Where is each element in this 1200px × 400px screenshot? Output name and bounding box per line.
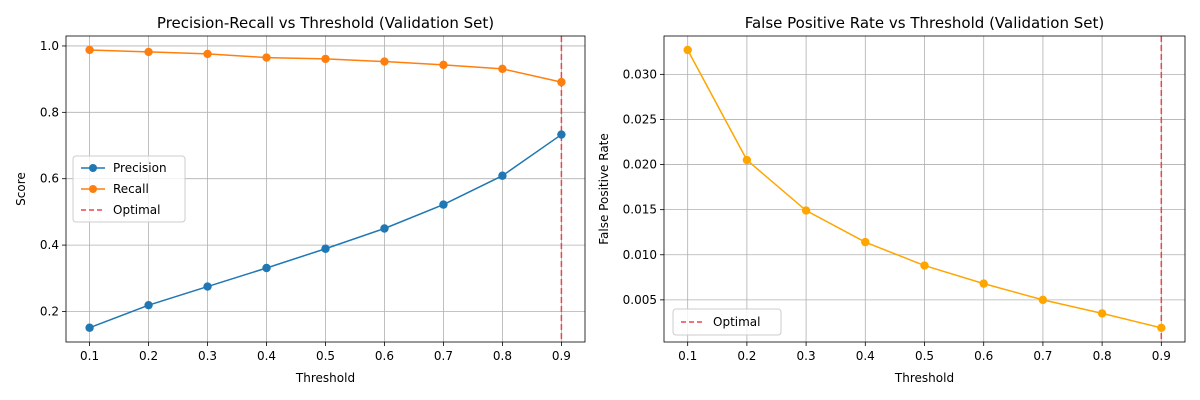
legend-entry-optimal: Optimal <box>681 315 760 329</box>
legend: Precision Recall Optimal <box>72 155 186 223</box>
data-point-precision <box>203 282 212 291</box>
data-point-false-positive-rate <box>920 261 929 270</box>
data-point-false-positive-rate <box>742 155 752 165</box>
y-tick-label: 0.010 <box>623 248 657 262</box>
data-point-false-positive-rate <box>1097 309 1107 318</box>
data-point-recall <box>85 45 94 55</box>
x-tick-label: 0.2 <box>139 349 158 363</box>
chart-title: Precision-Recall vs Threshold (Validatio… <box>157 14 494 32</box>
data-point-recall <box>203 49 212 59</box>
y-tick-label: 0.4 <box>40 238 59 252</box>
y-tick-label: 0.025 <box>623 112 657 126</box>
y-axis-ticks: 0.2 0.4 0.6 0.8 1.0 <box>40 39 66 318</box>
legend-swatch-marker <box>89 185 97 193</box>
x-tick-label: 0.8 <box>493 349 512 363</box>
chart-title: False Positive Rate vs Threshold (Valida… <box>745 14 1105 32</box>
data-point-false-positive-rate <box>683 45 692 55</box>
x-axis-label: Threshold <box>295 371 355 385</box>
data-point-precision <box>439 200 448 209</box>
x-tick-label: 0.2 <box>737 349 756 363</box>
data-point-false-positive-rate <box>861 237 870 247</box>
y-tick-label: 0.020 <box>623 158 657 172</box>
data-point-recall <box>321 54 330 64</box>
x-tick-label: 0.3 <box>198 349 217 363</box>
data-point-precision <box>85 323 94 332</box>
x-tick-label: 0.7 <box>434 349 453 363</box>
data-point-precision <box>144 300 153 310</box>
data-point-recall <box>380 57 389 66</box>
data-point-false-positive-rate <box>979 279 988 288</box>
legend-label: Optimal <box>713 315 760 329</box>
x-tick-label: 0.6 <box>375 349 394 363</box>
legend-entry-recall: Recall <box>81 182 149 196</box>
data-point-recall <box>144 47 153 57</box>
legend-swatch-marker <box>89 164 97 172</box>
data-point-precision <box>321 244 330 253</box>
y-tick-label: 0.2 <box>40 304 59 318</box>
grid <box>664 36 1185 342</box>
data-point-recall <box>557 77 566 87</box>
x-axis-ticks: 0.1 0.2 0.3 0.4 0.5 0.6 0.7 0.8 0.9 <box>80 342 571 363</box>
y-axis-label: False Positive Rate <box>597 133 611 245</box>
x-tick-label: 0.5 <box>316 349 335 363</box>
legend-box <box>672 308 782 336</box>
y-tick-label: 0.015 <box>623 203 657 217</box>
x-tick-label: 0.7 <box>1033 349 1052 363</box>
data-point-recall <box>439 60 448 70</box>
legend-label: Precision <box>113 161 167 175</box>
series-group <box>683 45 1166 333</box>
x-tick-label: 0.4 <box>257 349 276 363</box>
x-axis-label: Threshold <box>894 371 954 385</box>
data-point-precision <box>262 263 271 273</box>
x-tick-label: 0.1 <box>80 349 99 363</box>
legend-entry-optimal: Optimal <box>81 203 160 217</box>
y-tick-label: 1.0 <box>40 39 59 53</box>
data-point-false-positive-rate <box>1157 323 1166 333</box>
data-point-false-positive-rate <box>801 206 811 215</box>
x-tick-label: 0.8 <box>1093 349 1112 363</box>
data-point-false-positive-rate <box>1038 295 1048 305</box>
legend-box <box>72 155 186 223</box>
data-point-recall <box>262 53 271 62</box>
false-positive-rate-chart: 0.1 0.2 0.3 0.4 0.5 0.6 0.7 0.8 0.9 0.0050.0100.… <box>597 14 1186 385</box>
y-axis-label: Score <box>14 172 28 206</box>
x-tick-label: 0.1 <box>678 349 697 363</box>
legend-label: Recall <box>113 182 149 196</box>
legend-label: Optimal <box>113 203 160 217</box>
data-point-precision <box>380 224 389 233</box>
x-tick-label: 0.4 <box>856 349 875 363</box>
x-axis-ticks: 0.1 0.2 0.3 0.4 0.5 0.6 0.7 0.8 0.9 <box>678 342 1171 363</box>
legend: Optimal <box>672 308 782 336</box>
data-point-precision <box>557 130 566 139</box>
precision-recall-chart: 0.1 0.2 0.3 0.4 0.5 0.6 0.7 0.8 0.9 0.2 0.4 0.6 0.8… <box>14 14 586 385</box>
data-point-precision <box>498 171 507 180</box>
data-point-recall <box>498 64 507 74</box>
x-tick-label: 0.9 <box>552 349 571 363</box>
y-tick-label: 0.030 <box>623 67 657 81</box>
x-tick-label: 0.5 <box>915 349 934 363</box>
x-tick-label: 0.9 <box>1152 349 1171 363</box>
series-group <box>85 45 566 332</box>
x-tick-label: 0.3 <box>797 349 816 363</box>
y-tick-label: 0.8 <box>40 105 59 119</box>
x-tick-label: 0.6 <box>974 349 993 363</box>
legend-entry-precision: Precision <box>81 161 167 175</box>
y-axis-ticks: 0.005 0.010 0.015 0.020 0.025 0.030 <box>623 67 664 307</box>
y-tick-label: 0.6 <box>40 172 59 186</box>
y-tick-label: 0.005 <box>623 293 657 307</box>
